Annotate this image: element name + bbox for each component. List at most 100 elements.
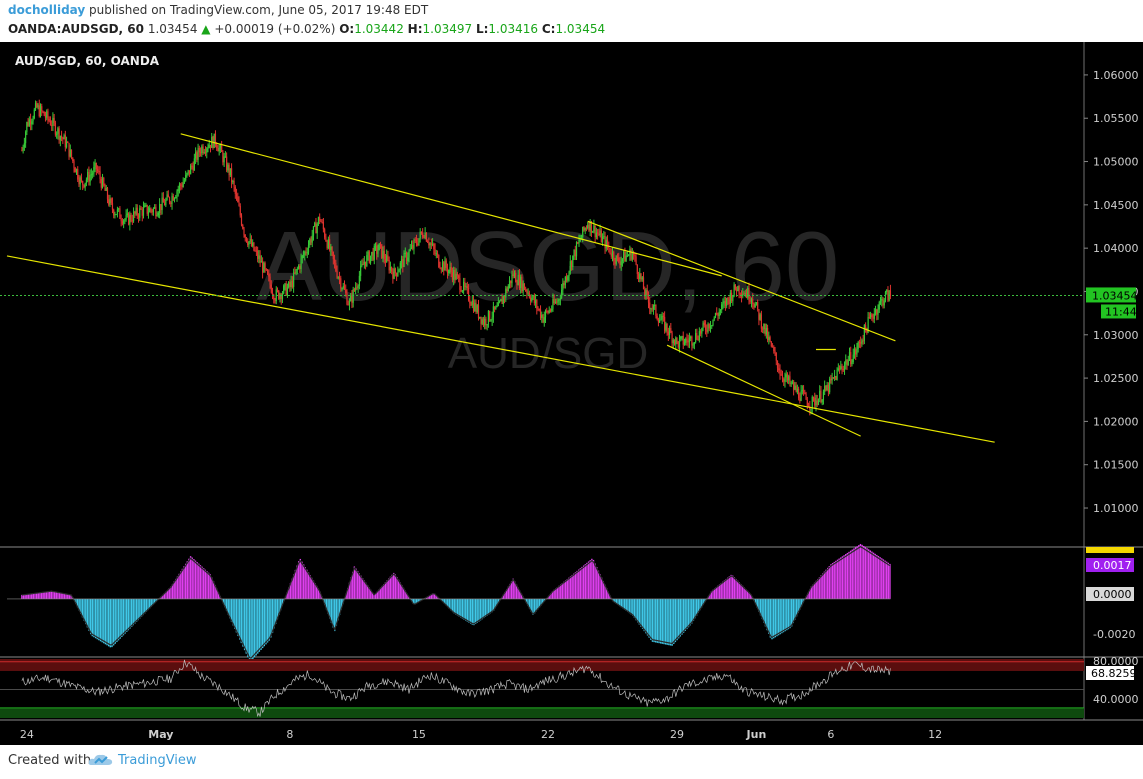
open-value: 1.03442 — [354, 22, 404, 36]
candle-body — [884, 291, 887, 301]
candle-body — [255, 250, 257, 252]
quote-line: OANDA:AUDSGD, 60 1.03454 ▲ +0.00019 (+0.… — [8, 22, 605, 36]
candle-body — [146, 204, 148, 214]
candle-body — [381, 244, 383, 258]
candle-body — [857, 342, 859, 349]
candle-body — [310, 239, 312, 243]
candle-body — [858, 342, 861, 344]
candle-body — [62, 137, 64, 140]
candle-body — [230, 168, 233, 183]
candle-body — [46, 111, 48, 118]
candle-body — [414, 239, 416, 241]
candle-body — [877, 309, 879, 315]
trendline[interactable] — [666, 344, 861, 437]
footer: Created with TradingView — [0, 745, 1143, 779]
price-tick-label: 1.02000 — [1093, 415, 1139, 428]
candle-body — [187, 170, 189, 174]
candle-body — [144, 205, 146, 208]
candle-body — [855, 349, 857, 355]
candle-body — [583, 226, 585, 231]
candle-body — [268, 274, 270, 277]
candle-body — [207, 147, 209, 149]
candle-body — [94, 162, 96, 168]
candle-body — [330, 246, 332, 250]
tradingview-link[interactable]: TradingView — [118, 753, 197, 768]
candle-body — [878, 302, 880, 310]
candle-body — [281, 293, 284, 300]
candle-body — [410, 245, 413, 249]
candle-body — [85, 179, 88, 183]
candle-body — [345, 289, 347, 293]
candle-body — [441, 262, 444, 269]
candle-body — [554, 301, 557, 304]
candle-body — [771, 346, 774, 348]
candle-body — [364, 261, 367, 266]
candle-body — [702, 322, 704, 329]
candle-body — [779, 370, 781, 375]
time-tick-label: 15 — [412, 728, 426, 741]
candle-body — [848, 352, 851, 360]
candle-body — [840, 366, 842, 370]
author-link[interactable]: docholliday — [8, 3, 86, 17]
time-tick-label: 6 — [827, 728, 834, 741]
candle-body — [58, 128, 60, 141]
candle-body — [482, 319, 485, 326]
candle-body — [157, 213, 159, 216]
candle-body — [656, 316, 658, 320]
candle-body — [170, 202, 172, 205]
candle-body — [879, 300, 882, 303]
candle-body — [578, 239, 580, 244]
candle-body — [93, 167, 95, 174]
candle-body — [69, 149, 71, 157]
candle-body — [103, 177, 105, 186]
candle-body — [120, 218, 122, 222]
candle-body — [176, 191, 178, 197]
candle-body — [572, 255, 574, 268]
candle-body — [759, 314, 761, 320]
candle-body — [181, 185, 183, 188]
candle-body — [789, 376, 791, 384]
candle-body — [764, 323, 766, 335]
candle-body — [263, 263, 265, 273]
candle-body — [613, 251, 615, 261]
candle-body — [21, 150, 23, 152]
candle-body — [518, 274, 521, 289]
candle-body — [853, 349, 856, 355]
candle-body — [487, 310, 490, 325]
candle-body — [599, 230, 601, 236]
open-label: O: — [339, 22, 355, 36]
candle-body — [317, 217, 320, 225]
candle-body — [481, 319, 483, 324]
candle-body — [513, 272, 516, 277]
candle-body — [678, 338, 681, 348]
candle-body — [47, 111, 49, 119]
macd-zero-badge — [1086, 587, 1134, 601]
candle-body — [95, 162, 97, 170]
candle-body — [464, 281, 466, 287]
candle-body — [671, 332, 673, 344]
candle-body — [273, 295, 275, 300]
candle-body — [242, 224, 244, 229]
trendline[interactable] — [180, 133, 722, 277]
candle-body — [793, 382, 795, 390]
candle-body — [124, 219, 126, 221]
candle-body — [537, 308, 539, 310]
chart-area[interactable]: AUDSGD, 60 AUD/SGD AUD/SGD, 60, OANDA 1.… — [0, 42, 1143, 745]
candle-body — [719, 309, 722, 312]
publish-header: docholliday published on TradingView.com… — [0, 0, 1143, 42]
candle-body — [88, 171, 90, 182]
trendline[interactable] — [587, 220, 896, 342]
candle-body — [257, 250, 259, 259]
candle-body — [80, 177, 83, 182]
candle-body — [42, 111, 44, 113]
candle-body — [765, 328, 767, 335]
candle-body — [260, 261, 262, 263]
candle-body — [302, 255, 305, 257]
candle-body — [616, 255, 619, 258]
candle-body — [237, 196, 239, 203]
candle-body — [396, 272, 398, 277]
candle-body — [510, 280, 512, 284]
candle-body — [335, 262, 337, 271]
trendline[interactable] — [6, 255, 995, 443]
candle-body — [206, 148, 208, 153]
